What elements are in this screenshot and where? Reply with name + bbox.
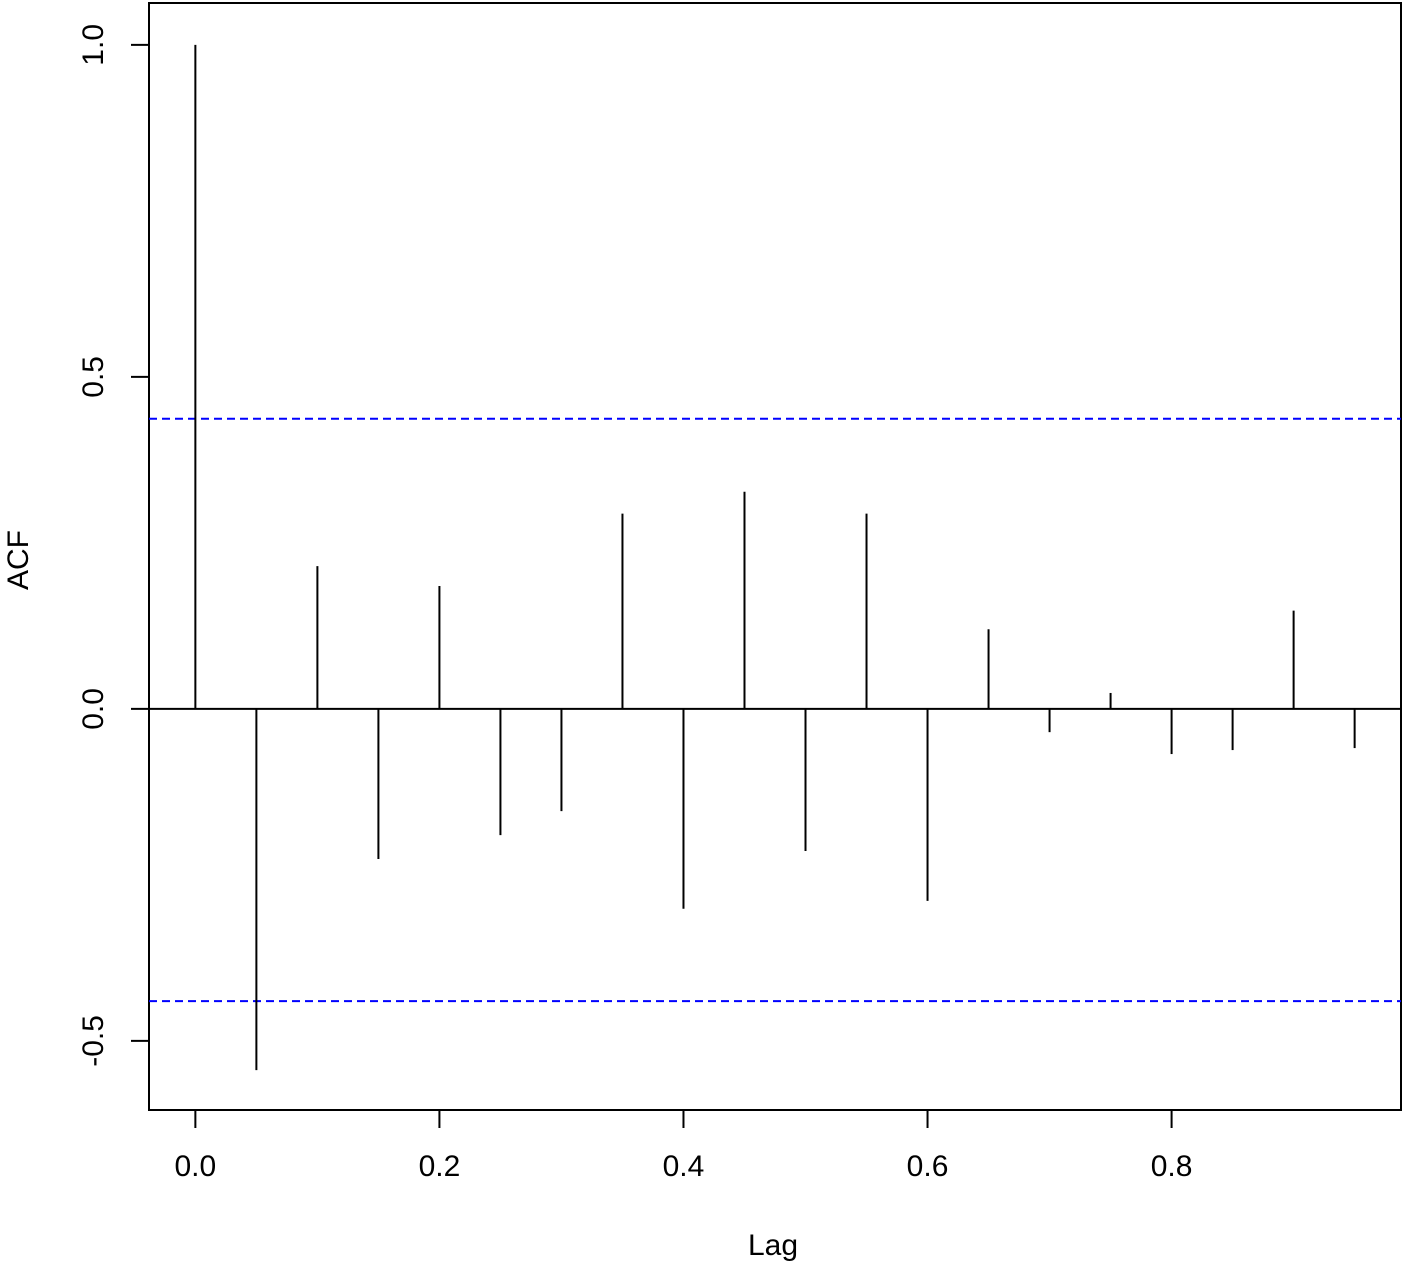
y-axis-label: ACF [2,530,35,590]
y-tick-label: 0.5 [77,356,110,398]
x-tick-label: 0.2 [419,1150,461,1183]
y-tick-label: 0.0 [77,688,110,730]
x-tick-label: 0.0 [175,1150,217,1183]
x-tick-label: 0.4 [663,1150,705,1183]
x-tick-label: 0.6 [907,1150,949,1183]
x-axis-label: Lag [748,1229,798,1262]
y-tick-label: 1.0 [77,24,110,66]
plot-frame [148,2,1402,1111]
x-tick-label: 0.8 [1151,1150,1193,1183]
y-tick-label: -0.5 [77,1015,110,1067]
